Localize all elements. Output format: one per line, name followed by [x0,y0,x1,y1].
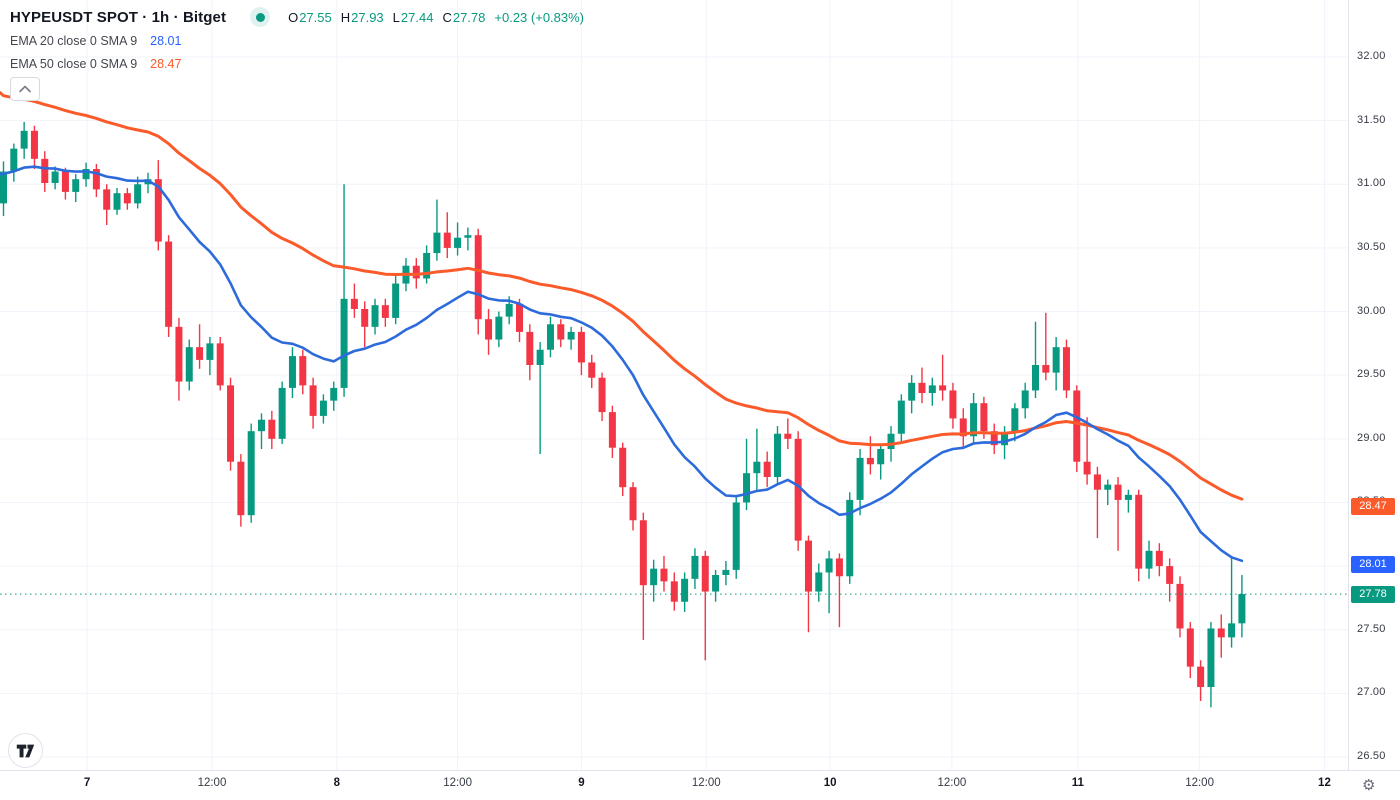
change-value: +0.23 (+0.83%) [494,9,585,25]
time-axis-label: 8 [333,777,341,789]
time-axis-label: 10 [823,777,837,789]
price-axis-label: 32.00 [1357,50,1386,62]
high-value: 27.93 [351,9,384,25]
axis-settings-gear-icon[interactable]: ⚙ [1362,777,1376,794]
time-axis-label: 11 [1071,777,1084,789]
close-value: 27.78 [452,9,486,25]
symbol-title[interactable]: HYPEUSDT SPOT · 1h · Bitget [10,8,227,26]
candles-series [0,121,1246,708]
time-axis-label: 12:00 [1185,777,1214,789]
status-dot-icon [255,12,265,22]
ema50-line[interactable] [0,91,1244,501]
indicator-legend-ema50[interactable]: EMA 50 close 0 SMA 9 28.47 [10,57,181,71]
ohlc-readout: O 27.55 H 27.93 L 27.44 C 27.78 +0.23 (+0.83… [288,10,584,25]
time-axis-label: 7 [83,777,91,789]
indicator-legend-ema20[interactable]: EMA 20 close 0 SMA 9 28.01 [10,34,181,48]
time-axis-label: 12:00 [197,777,227,789]
price-axis-label: 30.00 [1357,304,1386,317]
price-axis-label: 29.00 [1357,431,1386,444]
tradingview-logo-icon [16,744,35,757]
collapse-indicators-button[interactable] [10,77,40,101]
price-axis-label: 27.50 [1357,622,1386,635]
ema20-value: 28.01 [150,34,182,48]
high-label: H [340,9,351,25]
grid [0,0,1348,770]
price-axis-label: 29.50 [1357,368,1386,381]
low-value: 27.44 [400,9,434,25]
chart-header: HYPEUSDT SPOT · 1h · Bitget O 27.55 H 27.9… [10,6,584,28]
last-price-tag: 27.78 [1351,585,1395,603]
price-axis[interactable]: 32.0031.5031.0030.5030.0029.5029.0028.50… [1348,0,1400,770]
open-label: O [288,9,299,25]
time-axis[interactable]: 7 12:00 8 12:00 9 12:00 10 12:00 11 12:00 12 [0,770,1400,800]
time-axis-label: 12:00 [443,777,472,789]
market-status-icon[interactable] [250,7,271,27]
time-axis-label: 12:00 [937,777,967,789]
close-label: C [442,9,452,25]
low-label: L [392,9,400,25]
open-value: 27.55 [299,9,332,25]
ema20-label: EMA 20 close 0 SMA 9 [10,34,138,48]
tradingview-logo[interactable] [8,733,43,768]
price-axis-label: 31.50 [1357,113,1386,126]
ema20-line[interactable] [0,165,1244,563]
time-axis-label: 12 [1318,777,1331,789]
price-axis-label: 30.50 [1357,240,1386,253]
price-axis-label: 27.00 [1357,686,1386,699]
ema50-value: 28.47 [150,57,182,71]
time-axis-label: 9 [578,777,585,789]
price-axis-label: 31.00 [1357,177,1386,190]
ema50-price-tag: 28.47 [1351,497,1395,515]
ema20-price-tag: 28.01 [1351,556,1395,574]
chevron-up-icon [19,85,31,93]
time-axis-label: 12:00 [691,777,721,789]
ema50-label: EMA 50 close 0 SMA 9 [10,57,138,71]
price-axis-label: 26.50 [1357,750,1386,762]
